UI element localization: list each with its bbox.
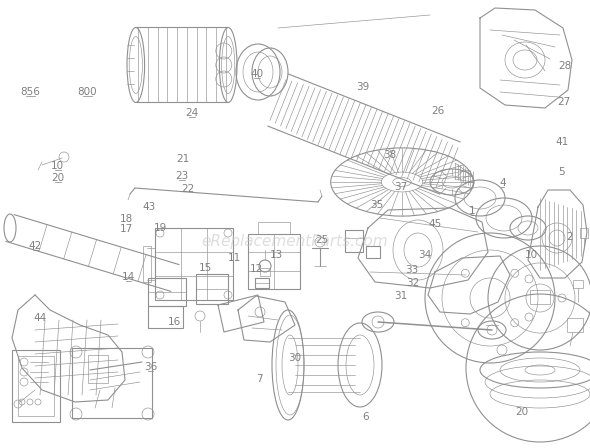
- Bar: [72, 348, 152, 418]
- Text: 20: 20: [51, 173, 64, 183]
- Text: 2: 2: [566, 232, 573, 241]
- Bar: [196, 274, 228, 304]
- Text: 36: 36: [144, 362, 157, 372]
- Text: 21: 21: [176, 154, 189, 164]
- Text: 4: 4: [499, 178, 506, 188]
- Bar: [143, 246, 151, 282]
- Text: 6: 6: [362, 412, 369, 422]
- Text: 5: 5: [558, 168, 565, 177]
- Text: 44: 44: [34, 313, 47, 323]
- Bar: [345, 230, 363, 252]
- Text: 22: 22: [181, 184, 194, 194]
- Text: 800: 800: [77, 87, 97, 97]
- Bar: [148, 278, 186, 306]
- Text: 20: 20: [516, 407, 529, 417]
- Text: 42: 42: [29, 241, 42, 250]
- Text: 23: 23: [175, 171, 188, 181]
- Bar: [258, 222, 290, 234]
- Text: 17: 17: [120, 224, 133, 234]
- Text: 37: 37: [395, 182, 408, 192]
- Text: 33: 33: [405, 265, 418, 275]
- Text: 43: 43: [142, 202, 155, 212]
- Text: 10: 10: [51, 161, 64, 171]
- Text: 15: 15: [199, 263, 212, 273]
- Text: 41: 41: [555, 138, 568, 147]
- Text: 27: 27: [557, 97, 570, 107]
- Text: 45: 45: [429, 219, 442, 229]
- Text: 39: 39: [356, 82, 369, 92]
- Text: 1: 1: [468, 206, 476, 215]
- Text: 7: 7: [256, 374, 263, 383]
- Bar: [580, 228, 588, 238]
- Text: 32: 32: [407, 278, 419, 288]
- Bar: [260, 268, 270, 276]
- Text: 25: 25: [315, 235, 328, 245]
- Bar: [567, 318, 583, 332]
- Text: 856: 856: [21, 87, 41, 97]
- Text: 19: 19: [154, 224, 167, 233]
- Text: 28: 28: [559, 61, 572, 71]
- Text: 30: 30: [289, 353, 301, 363]
- Text: 13: 13: [270, 250, 283, 260]
- Bar: [12, 350, 60, 422]
- Bar: [88, 355, 108, 383]
- Text: eReplacementParts.com: eReplacementParts.com: [202, 234, 388, 250]
- Text: 35: 35: [370, 200, 383, 210]
- Text: 24: 24: [185, 108, 198, 118]
- Bar: [573, 280, 583, 288]
- Text: 31: 31: [395, 291, 408, 301]
- Text: 11: 11: [228, 253, 241, 263]
- Bar: [155, 228, 233, 300]
- Text: 18: 18: [120, 214, 133, 224]
- Bar: [255, 278, 269, 288]
- Text: 34: 34: [418, 250, 431, 260]
- Text: 12: 12: [250, 264, 263, 274]
- Bar: [18, 356, 54, 416]
- Text: 14: 14: [122, 272, 135, 282]
- Bar: [366, 246, 380, 258]
- Text: 38: 38: [383, 150, 396, 159]
- Text: 26: 26: [431, 106, 444, 116]
- Text: 10: 10: [525, 250, 537, 260]
- Bar: [248, 234, 300, 289]
- Text: 40: 40: [250, 69, 263, 79]
- Bar: [148, 306, 183, 328]
- Bar: [530, 290, 550, 304]
- Text: 16: 16: [168, 317, 181, 327]
